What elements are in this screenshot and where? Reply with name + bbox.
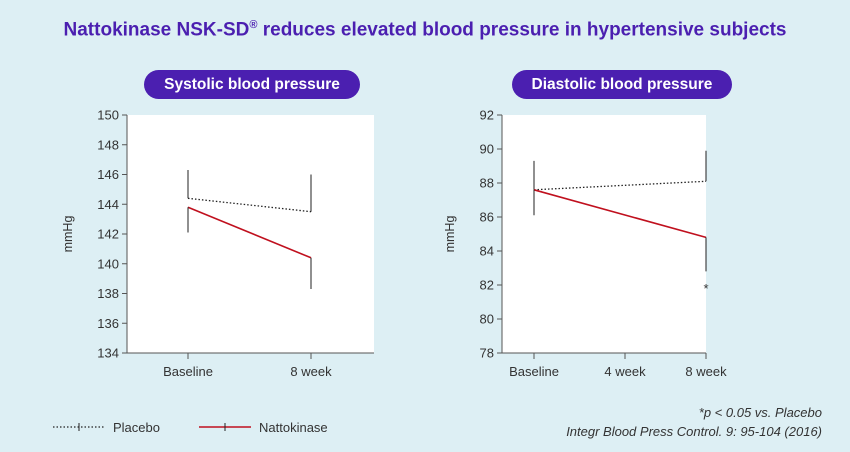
x-tick-label: 4 week bbox=[604, 364, 646, 379]
footnote: *p < 0.05 vs. Placebo bbox=[698, 405, 822, 420]
y-axis-label: mmHg bbox=[443, 216, 457, 253]
registered-mark: ® bbox=[249, 19, 258, 31]
placebo-legend-label: Placebo bbox=[113, 420, 160, 435]
diastolic-chart: 78 80 82 84 86 88 90 92 Baseline 4 week 8 week mmHg… bbox=[443, 108, 727, 380]
nattokinase-legend-swatch bbox=[199, 423, 251, 431]
y-tick-label: 150 bbox=[97, 108, 119, 123]
y-tick-label: 136 bbox=[97, 316, 119, 331]
y-tick-label: 78 bbox=[480, 346, 494, 361]
y-tick-label: 86 bbox=[480, 210, 494, 225]
y-tick-label: 146 bbox=[97, 167, 119, 182]
y-tick-label: 82 bbox=[480, 278, 494, 293]
page-title: Nattokinase NSK-SD® reduces elevated blo… bbox=[63, 19, 787, 41]
diastolic-chart-title: Diastolic blood pressure bbox=[512, 70, 732, 99]
x-tick-label: 8 week bbox=[290, 364, 332, 379]
y-tick-label: 144 bbox=[97, 197, 119, 212]
y-tick-label: 80 bbox=[480, 312, 494, 327]
x-tick-label: Baseline bbox=[509, 364, 559, 379]
systolic-chart: 134 136 138 140 142 144 146 148 150 Baseline 8 wee… bbox=[61, 108, 374, 379]
y-tick-label: 88 bbox=[480, 176, 494, 191]
y-tick-label: 138 bbox=[97, 286, 119, 301]
y-tick-label: 134 bbox=[97, 346, 119, 361]
y-tick-label: 90 bbox=[480, 142, 494, 157]
placebo-legend-swatch bbox=[53, 423, 105, 431]
plot-area bbox=[127, 115, 374, 353]
y-axis-label: mmHg bbox=[61, 216, 75, 253]
citation: Integr Blood Press Control. 9: 95-104 (2… bbox=[566, 424, 822, 439]
y-tick-label: 142 bbox=[97, 227, 119, 242]
nattokinase-series-line bbox=[533, 189, 707, 239]
x-tick-label: 8 week bbox=[685, 364, 727, 379]
nattokinase-legend-label: Nattokinase bbox=[259, 420, 328, 435]
systolic-chart-title: Systolic blood pressure bbox=[144, 70, 360, 99]
y-tick-label: 148 bbox=[97, 137, 119, 152]
plot-area bbox=[502, 115, 706, 353]
y-tick-label: 92 bbox=[480, 108, 494, 123]
x-tick-label: Baseline bbox=[163, 364, 213, 379]
nattokinase-series-line bbox=[187, 206, 312, 259]
placebo-series-line bbox=[533, 180, 707, 191]
significance-marker: * bbox=[703, 281, 708, 296]
y-tick-label: 140 bbox=[97, 256, 119, 271]
y-tick-label: 84 bbox=[480, 244, 494, 259]
